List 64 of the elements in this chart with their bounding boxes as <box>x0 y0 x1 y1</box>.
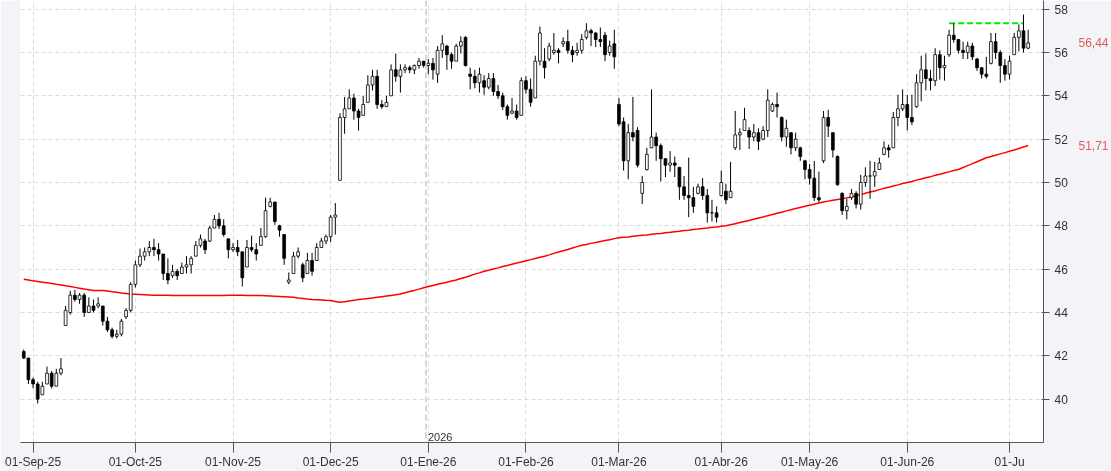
candlestick <box>942 55 947 82</box>
x-tick-label: 01-Sep-25 <box>5 454 62 469</box>
candlestick <box>728 161 733 199</box>
x-tick-label: 01-Ene-26 <box>400 454 457 469</box>
candlestick <box>305 252 310 274</box>
candlestick <box>984 56 989 79</box>
candlestick <box>705 188 710 224</box>
candlestick <box>672 156 677 178</box>
candlestick <box>612 29 617 70</box>
x-tick-label: 01-Jun-26 <box>880 454 935 469</box>
candlestick <box>872 161 877 188</box>
candlestick <box>491 72 496 97</box>
candlestick <box>677 166 682 201</box>
candlestick <box>779 115 784 142</box>
x-tick-label: 01-Mar-26 <box>591 454 647 469</box>
candlestick <box>812 160 817 202</box>
candlestick <box>649 88 654 149</box>
candlestick <box>1021 14 1026 53</box>
candlestick <box>645 147 649 172</box>
text: 56,44 <box>1078 36 1109 51</box>
candlestick <box>719 170 724 198</box>
candlestick <box>784 119 789 148</box>
line-series <box>23 144 1029 304</box>
y-tick-label: 52 <box>1054 132 1069 147</box>
candlestick <box>858 174 863 211</box>
candlestick <box>579 33 584 55</box>
candlestick <box>291 251 296 274</box>
y-tick-label: 50 <box>1054 176 1069 190</box>
candlestick <box>756 127 761 151</box>
y-tick-label: 58 <box>1054 2 1069 17</box>
candlestick <box>868 160 872 200</box>
y-tick-label: 42 <box>1054 349 1069 364</box>
candlestick <box>1007 55 1012 81</box>
candlestick <box>691 186 696 214</box>
x-tick-label: 01-Dec-25 <box>302 454 359 469</box>
candlestick <box>398 63 403 94</box>
candlestick <box>905 94 910 131</box>
text: 51,71 <box>1078 138 1109 153</box>
y-tick-label: 56 <box>1054 46 1069 60</box>
candlestick <box>333 202 338 235</box>
y-tick-label: 40 <box>1054 392 1069 407</box>
candlestick <box>640 175 644 205</box>
candlestick <box>161 253 166 281</box>
candlestick <box>226 238 231 259</box>
y-tick-label: 44 <box>1054 306 1069 320</box>
x-tick-label: 01-Abr-26 <box>694 454 749 469</box>
x-tick-label: 01-Feb-26 <box>498 454 554 469</box>
candlestick <box>686 157 691 218</box>
candlestick <box>435 45 440 84</box>
y-tick-label: 46 <box>1054 262 1069 277</box>
candlestick <box>282 234 286 266</box>
candlestick <box>477 67 482 94</box>
y-tick-label: 48 <box>1054 219 1069 234</box>
x-tick-label: 01-Ju <box>994 454 1025 469</box>
y-tick-label: 54 <box>1054 89 1069 104</box>
x-tick-label: 01-May-26 <box>780 454 839 469</box>
candlestick <box>300 262 305 283</box>
ref-line-label: 2026 <box>427 430 453 443</box>
candlestick <box>361 95 365 116</box>
x-tick-label: 01-Nov-25 <box>204 454 262 469</box>
candlestick <box>914 73 919 109</box>
candlestick <box>35 381 40 404</box>
x-tick-label: 01-Oct-25 <box>108 454 163 469</box>
candlestick <box>328 214 333 243</box>
